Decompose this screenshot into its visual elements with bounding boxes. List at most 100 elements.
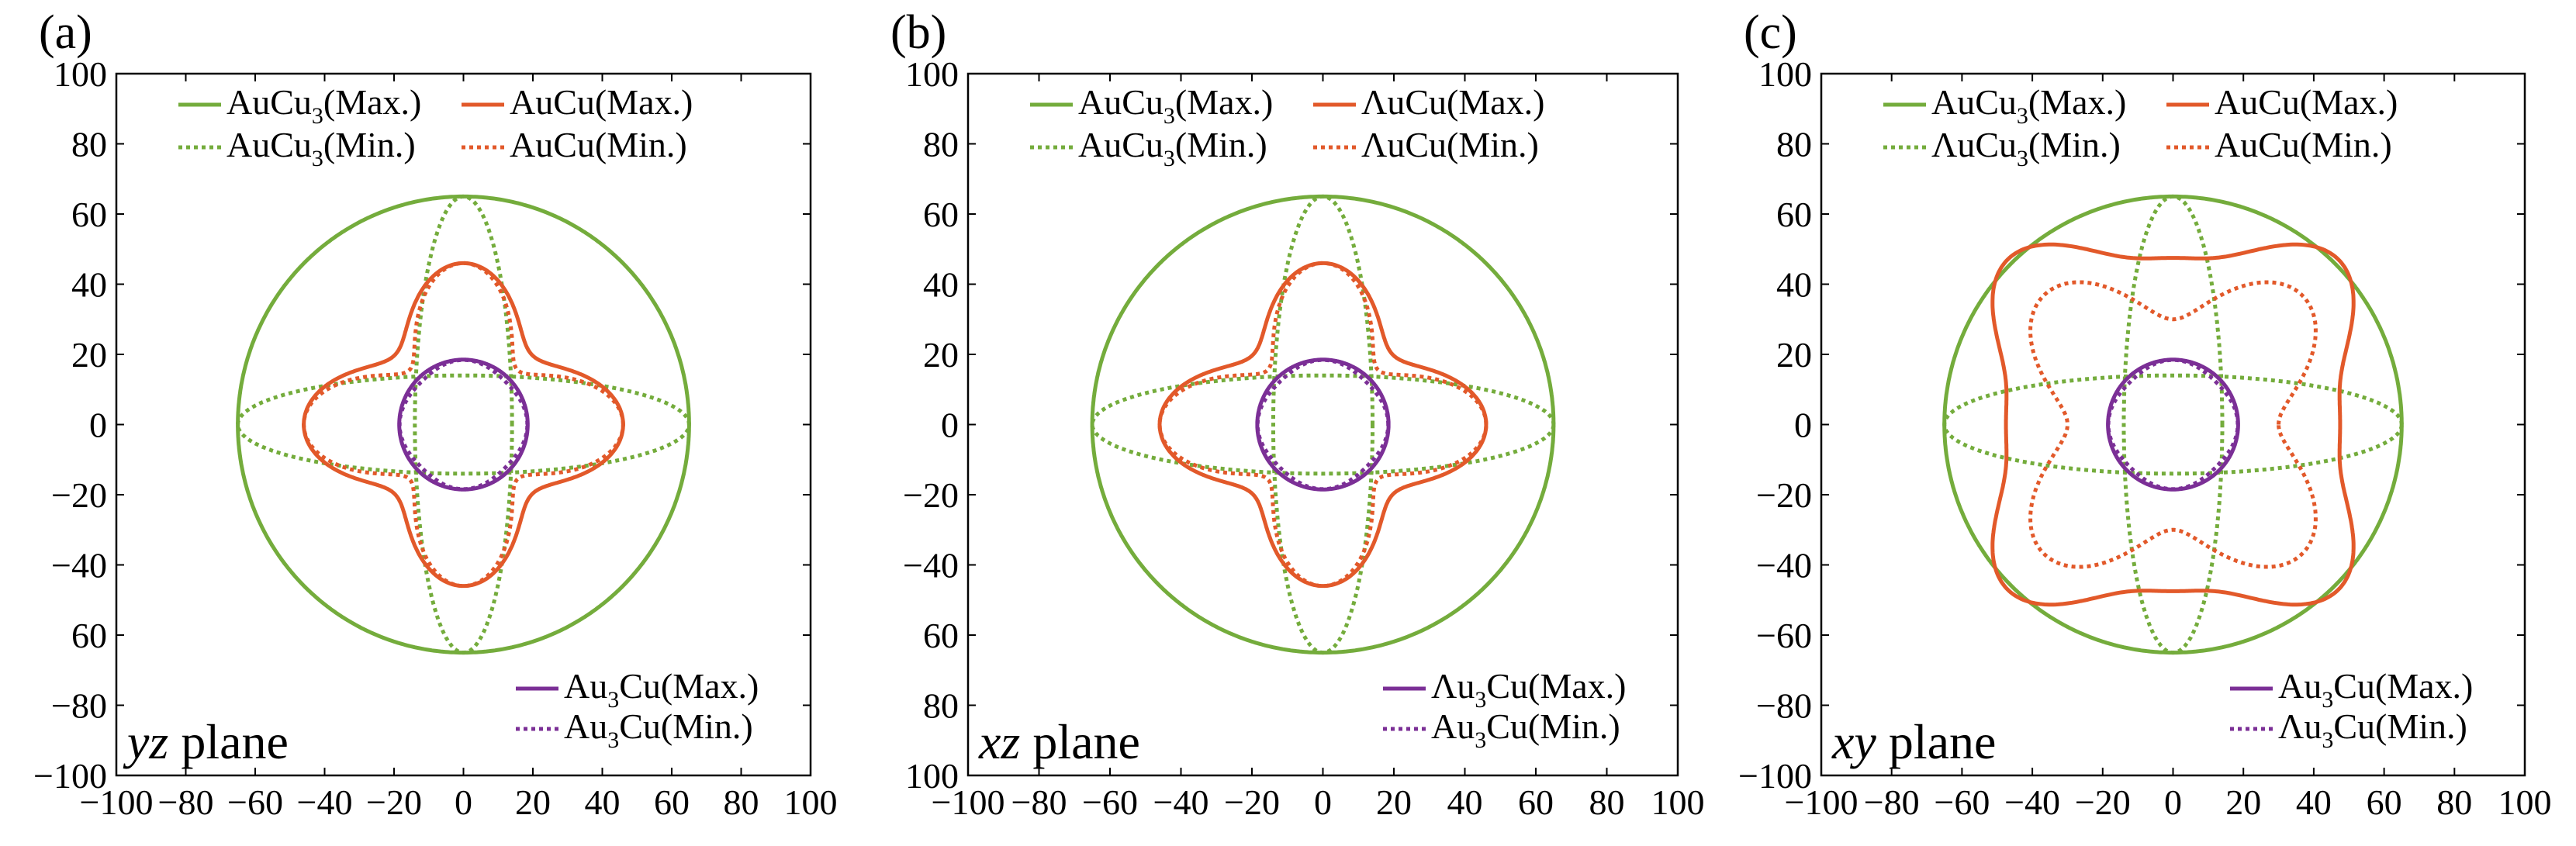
y-tick-label: −80 — [1756, 686, 1812, 726]
legend-top: AuCu3(Max.) AuCu(Max.) ΛuCu3(Min.) AuCu(Min… — [1883, 82, 2398, 171]
legend-label-aucu-max: AuCu(Max.) — [2215, 82, 2398, 122]
legend-label-aucu3-min: AuCu3(Min.) — [226, 125, 416, 171]
chart-panel-3: −100 −80 −60 −40 −20 0 20 40 60 80 100100806040200… — [1738, 6, 2551, 822]
x-tick-label: −60 — [227, 782, 283, 822]
y-tick-label: 60 — [923, 195, 959, 234]
x-tick-label: −100 — [1785, 782, 1859, 822]
y-tick-label: −20 — [1756, 475, 1812, 515]
legend-label-aucu3-max: AuCu3(Max.) — [1931, 82, 2126, 129]
x-tick-label: 0 — [455, 782, 472, 822]
y-tick-label: −80 — [51, 686, 107, 726]
series-aucu-max — [302, 261, 625, 589]
series-aucu3-max — [1090, 194, 1556, 655]
x-tick-label: 20 — [1376, 782, 1412, 822]
legend-top: AuCu3(Max.) ΛuCu(Max.) AuCu3(Min.) ΛuCu(Min… — [1030, 82, 1545, 171]
series-au3cu-min — [1255, 357, 1391, 492]
x-tick-label: 80 — [724, 782, 759, 822]
x-tick-label: −80 — [158, 782, 214, 822]
y-tick-label: 20 — [923, 335, 959, 375]
y-tick-label: 80 — [923, 125, 959, 164]
legend-label-aucu-min: AuCu(Min.) — [510, 125, 687, 164]
x-tick-label: −20 — [1224, 782, 1280, 822]
y-tick-label: 100 — [905, 756, 959, 796]
series-aucu-min — [302, 261, 625, 589]
y-tick-label: 40 — [923, 265, 959, 305]
legend-label-au3cu-max: Au3Cu(Max.) — [2278, 666, 2473, 713]
series-au3cu-max — [1255, 357, 1391, 492]
curves — [1090, 194, 1556, 655]
legend-label-au3cu-min: Au3Cu(Min.) — [1431, 706, 1620, 753]
legend-label-aucu3-max: AuCu3(Max.) — [1078, 82, 1273, 129]
panel-label: (b) — [890, 6, 946, 59]
series-aucu3-min — [1090, 373, 1556, 476]
y-tick-label: 60 — [71, 616, 107, 655]
chart-panel-1: −100 −80 −60 −40 −20 0 20 40 60 80 100100806040200… — [33, 6, 837, 822]
series-aucu3-min — [1942, 373, 2404, 476]
legend-label-au3cu-max: Au3Cu(Max.) — [564, 666, 759, 713]
legend-bottom: Λu3Cu(Max.)Au3Cu(Min.) — [1383, 666, 1627, 753]
x-tick-label: 60 — [1518, 782, 1554, 822]
x-tick-label: 40 — [1447, 782, 1483, 822]
y-tick-label: 60 — [1776, 195, 1812, 234]
legend-label-aucu3-min: ΛuCu3(Min.) — [1931, 125, 2121, 171]
y-tick-label: 0 — [89, 406, 107, 445]
y-tick-label: 60 — [71, 195, 107, 234]
series-au3cu-min — [397, 357, 530, 492]
x-tick-label: 80 — [1589, 782, 1625, 822]
panel-label: (c) — [1744, 6, 1797, 59]
legend-label-aucu3-max: AuCu3(Max.) — [226, 82, 421, 129]
y-tick-label: 100 — [1758, 54, 1812, 94]
y-tick-label: 100 — [905, 54, 959, 94]
y-tick-label: 40 — [71, 265, 107, 305]
legend-bottom: Au3Cu(Max.)Λu3Cu(Min.) — [2230, 666, 2473, 753]
legend-bottom: Au3Cu(Max.)Au3Cu(Min.) — [516, 666, 759, 753]
x-tick-label: 0 — [1314, 782, 1332, 822]
y-tick-label: −40 — [51, 546, 107, 585]
panel-label: (a) — [39, 6, 92, 59]
x-tick-label: −80 — [1864, 782, 1920, 822]
legend-label-aucu-min: ΛuCu(Min.) — [1361, 125, 1539, 164]
plane-label: xy plane — [1831, 714, 1996, 769]
series-aucu-max — [1157, 261, 1489, 589]
x-tick-label: −80 — [1011, 782, 1067, 822]
series-au3cu-max — [2106, 357, 2240, 492]
legend-label-au3cu-min: Λu3Cu(Min.) — [2278, 706, 2467, 753]
series-aucu-max — [1990, 242, 2356, 607]
x-tick-label: 100 — [2498, 782, 2552, 822]
x-tick-label: −40 — [297, 782, 353, 822]
y-tick-label: −40 — [903, 546, 959, 585]
legend-label-aucu3-min: AuCu3(Min.) — [1078, 125, 1267, 171]
x-tick-label: −40 — [2004, 782, 2060, 822]
y-tick-label: 40 — [1776, 265, 1812, 305]
plane-label: yz plane — [123, 714, 289, 769]
y-tick-label: −40 — [1756, 546, 1812, 585]
legend-label-aucu-max: ΛuCu(Max.) — [1361, 82, 1545, 122]
y-tick-label: −20 — [51, 475, 107, 515]
series-aucu3-min — [1271, 194, 1374, 655]
x-tick-label: −60 — [1934, 782, 1990, 822]
y-tick-label: 0 — [941, 406, 959, 445]
x-tick-label: 80 — [2436, 782, 2472, 822]
series-aucu3-min — [413, 194, 514, 655]
x-tick-label: 40 — [2296, 782, 2332, 822]
y-tick-label: −100 — [1738, 756, 1812, 796]
chart-panel-2: −100 −80 −60 −40 −20 0 20 40 60 80 100 100 80 60 40 20 0… — [890, 6, 1705, 822]
series-aucu3-max — [236, 194, 691, 655]
series-aucu-min — [1157, 261, 1489, 589]
y-tick-label: −60 — [1756, 616, 1812, 655]
series-aucu3-min — [2121, 194, 2225, 655]
y-tick-label: 80 — [1776, 125, 1812, 164]
x-tick-label: −100 — [932, 782, 1005, 822]
x-tick-label: 100 — [784, 782, 838, 822]
series-au3cu-max — [397, 357, 530, 492]
y-tick-label: 0 — [1794, 406, 1812, 445]
y-tick-label: −100 — [33, 756, 107, 796]
x-tick-label: 40 — [585, 782, 621, 822]
x-tick-label: 20 — [2225, 782, 2261, 822]
x-tick-label: 0 — [2164, 782, 2182, 822]
legend-label-aucu-min: AuCu(Min.) — [2215, 125, 2392, 164]
curves — [236, 194, 691, 655]
series-au3cu-min — [2106, 357, 2240, 492]
x-tick-label: 60 — [2367, 782, 2402, 822]
